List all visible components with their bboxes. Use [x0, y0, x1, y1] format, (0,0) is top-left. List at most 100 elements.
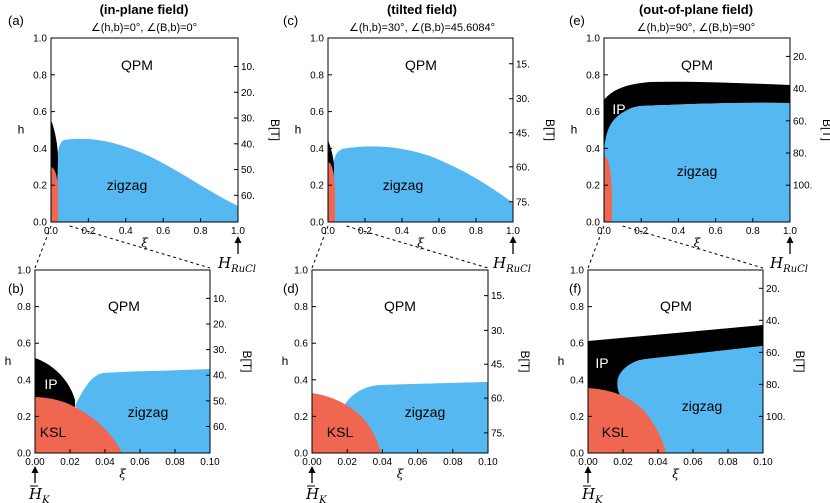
- panel-e: QPM IP zigzag: [603, 37, 791, 223]
- x-tick-label-top-1: 0.0: [321, 226, 335, 237]
- x-tick-label-top-0: 0.6: [156, 226, 170, 237]
- x-tick-label-bottom-2: 0.00: [578, 457, 598, 468]
- zigzag-region-a: [57, 138, 238, 222]
- y-tick-label-top-1: 0.2: [310, 181, 324, 192]
- y-tick-label-top-0: 1.0: [33, 34, 47, 45]
- ksl-region-d: [312, 393, 381, 453]
- h-k-arrowhead-0: [31, 466, 39, 473]
- x-tick-label-bottom-1: 0.10: [478, 457, 498, 468]
- zigzag-region-c: [333, 146, 513, 222]
- h-rucl-arrowhead-2: [786, 236, 794, 243]
- x-tick-label-bottom-0: 0.10: [200, 457, 220, 468]
- right-tick-label-bottom-0: 40.: [213, 371, 227, 382]
- zigzag-region-f: [617, 346, 763, 453]
- x-tick-label-bottom-0: 0.08: [165, 457, 185, 468]
- frame-f: [587, 269, 764, 454]
- right-tick-label-top-2: 60.: [793, 116, 807, 127]
- right-tick-label-top-1: 60.: [516, 162, 530, 173]
- qpm-label-d: QPM: [384, 298, 416, 314]
- right-tick-label-top-1: 30.: [516, 94, 530, 105]
- ksl-region-a: [51, 167, 58, 222]
- ksl-label-d: KSL: [327, 424, 354, 440]
- subtitle-in-plane: ∠(h,b)=0°, ∠(B,b)=0°: [91, 22, 197, 34]
- y-tick-label-bottom-2: 0.4: [570, 375, 584, 386]
- y-tick-label-top-1: 0.0: [310, 218, 324, 229]
- x-tick-label-top-2: 0.0: [597, 226, 611, 237]
- y-tick-label-top-1: 0.4: [310, 144, 324, 155]
- right-tick-label-bottom-1: 15.: [491, 291, 505, 302]
- y-tick-label-bottom-1: 0.2: [294, 412, 308, 423]
- panel-letter-c: (c): [283, 13, 298, 28]
- right-tick-label-top-1: 45.: [516, 128, 530, 139]
- x-tick-label-bottom-2: 0.06: [683, 457, 703, 468]
- right-tick-label-bottom-0: 30.: [213, 345, 227, 356]
- y-tick-label-bottom-2: 0.6: [570, 339, 584, 350]
- panel-letter-d: (d): [283, 281, 299, 296]
- x-tick-label-bottom-0: 0.04: [95, 457, 115, 468]
- right-tick-label-bottom-2: 80.: [766, 380, 780, 391]
- y-tick-label-top-0: 0.6: [33, 107, 47, 118]
- h-k-label-0: HK: [28, 485, 50, 503]
- x-tick-label-bottom-2: 0.10: [753, 457, 773, 468]
- h-k-label-2: HK: [581, 485, 603, 503]
- y-tick-label-top-0: 0.8: [33, 70, 47, 81]
- x-axis-label-top-0: ξ: [141, 236, 149, 250]
- x-tick-label-top-2: 0.4: [671, 226, 685, 237]
- right-tick-label-top-0: 10.: [241, 62, 255, 73]
- x-tick-label-bottom-1: 0.00: [302, 457, 322, 468]
- y-tick-label-bottom-1: 0.4: [294, 375, 308, 386]
- right-tick-label-bottom-2: 60.: [766, 348, 780, 359]
- y-tick-label-top-2: 0.6: [586, 107, 600, 118]
- zoom-connector-right-1: [346, 225, 489, 269]
- right-tick-label-top-2: 80.: [793, 149, 807, 160]
- right-tick-label-top-2: 40.: [793, 84, 807, 95]
- qpm-label-c: QPM: [405, 57, 437, 73]
- subtitle-out-of-plane: ∠(h,b)=90°, ∠(B,b)=90°: [637, 22, 755, 34]
- x-tick-label-bottom-2: 0.02: [613, 457, 633, 468]
- h-rucl-arrowhead-0: [234, 236, 242, 243]
- zigzag-label-a: zigzag: [107, 177, 147, 193]
- y-tick-label-bottom-0: 0.6: [17, 339, 31, 350]
- right-axis-label-bottom-0: B[T]: [240, 350, 254, 372]
- y-tick-label-bottom-0: 1.0: [17, 266, 31, 277]
- y-tick-label-top-1: 0.8: [310, 70, 324, 81]
- right-tick-label-top-2: 20.: [793, 52, 807, 63]
- zigzag-region-e: [604, 102, 790, 222]
- y-tick-label-top-2: 1.0: [586, 34, 600, 45]
- x-axis-label-bottom-0: ξ: [119, 467, 127, 481]
- right-tick-label-top-0: 50.: [241, 165, 255, 176]
- y-axis-label-bottom-1: h: [282, 354, 289, 368]
- qpm-label-f: QPM: [660, 298, 692, 314]
- zoom-connector-right-0: [69, 225, 211, 269]
- right-tick-label-top-0: 60.: [241, 191, 255, 202]
- ksl-region-b: [35, 397, 122, 453]
- ksl-region-e: [604, 155, 612, 222]
- x-tick-label-top-1: 1.0: [506, 226, 520, 237]
- y-tick-label-bottom-0: 0.8: [17, 302, 31, 313]
- y-tick-label-bottom-1: 0.8: [294, 302, 308, 313]
- title-tilted: (tilted field): [387, 2, 457, 17]
- right-tick-label-top-0: 30.: [241, 114, 255, 125]
- right-tick-label-bottom-0: 60.: [213, 422, 227, 433]
- right-tick-label-bottom-1: 60.: [491, 394, 505, 405]
- title-in-plane: (in-plane field): [100, 2, 189, 17]
- ksl-region-f: [588, 388, 666, 453]
- y-tick-label-bottom-2: 1.0: [570, 266, 584, 277]
- frame-c: [327, 37, 514, 223]
- frame-a: [50, 37, 239, 223]
- zigzag-region-d: [345, 382, 488, 453]
- ip-label-b: IP: [44, 376, 57, 392]
- h-rucl-label-0: HRuCl: [217, 254, 256, 275]
- right-tick-label-bottom-0: 10.: [213, 294, 227, 305]
- title-out-of-plane: (out-of-plane field): [639, 2, 753, 17]
- y-tick-label-top-2: 0.8: [586, 70, 600, 81]
- x-tick-label-top-1: 0.8: [469, 226, 483, 237]
- right-tick-label-top-2: 100.: [793, 181, 812, 192]
- panel-c: QPM zigzag: [327, 37, 514, 223]
- y-axis-label-bottom-0: h: [5, 354, 12, 368]
- panel-d: QPM KSL zigzag: [311, 269, 489, 454]
- right-tick-label-bottom-0: 50.: [213, 396, 227, 407]
- y-tick-label-bottom-0: 0.4: [17, 375, 31, 386]
- panel-letter-b: (b): [8, 281, 24, 296]
